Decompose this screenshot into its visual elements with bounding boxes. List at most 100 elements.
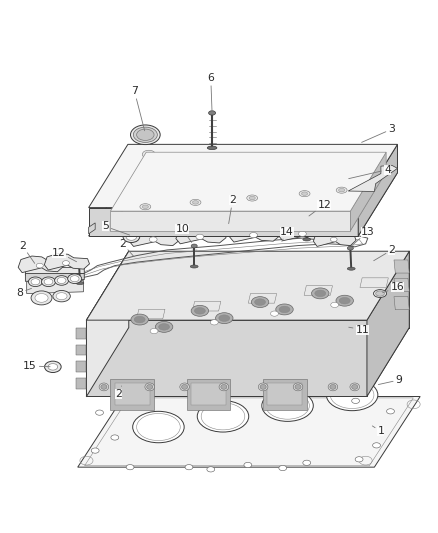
Ellipse shape	[56, 293, 67, 300]
Ellipse shape	[149, 237, 157, 242]
Ellipse shape	[111, 435, 118, 440]
Polygon shape	[86, 251, 128, 397]
Text: 2: 2	[119, 239, 134, 256]
Ellipse shape	[142, 150, 155, 158]
Ellipse shape	[302, 238, 310, 241]
Text: 1: 1	[371, 426, 383, 437]
Ellipse shape	[76, 281, 84, 285]
Ellipse shape	[70, 276, 79, 282]
Ellipse shape	[339, 297, 350, 304]
Polygon shape	[262, 379, 306, 409]
Polygon shape	[248, 294, 276, 303]
Ellipse shape	[335, 295, 353, 306]
Ellipse shape	[190, 265, 198, 268]
Ellipse shape	[351, 398, 359, 403]
Ellipse shape	[279, 306, 289, 313]
Ellipse shape	[123, 231, 139, 243]
Ellipse shape	[346, 267, 354, 270]
Ellipse shape	[195, 234, 203, 239]
Ellipse shape	[31, 291, 52, 305]
Text: 12: 12	[308, 199, 330, 216]
Ellipse shape	[314, 290, 325, 297]
Ellipse shape	[311, 288, 328, 299]
Ellipse shape	[330, 237, 336, 241]
Ellipse shape	[338, 189, 344, 192]
Polygon shape	[350, 152, 385, 231]
Polygon shape	[78, 397, 419, 467]
Ellipse shape	[134, 316, 145, 323]
Ellipse shape	[191, 305, 208, 316]
Ellipse shape	[329, 384, 335, 389]
Ellipse shape	[270, 311, 278, 316]
Polygon shape	[191, 383, 226, 405]
Text: 7: 7	[131, 86, 144, 131]
Ellipse shape	[140, 204, 150, 210]
Ellipse shape	[336, 187, 346, 193]
Ellipse shape	[54, 276, 68, 285]
Ellipse shape	[258, 383, 267, 391]
Text: 4: 4	[348, 165, 390, 179]
Ellipse shape	[131, 314, 148, 325]
Polygon shape	[229, 225, 279, 242]
Ellipse shape	[136, 129, 154, 140]
Polygon shape	[136, 309, 165, 319]
Polygon shape	[110, 172, 385, 231]
Ellipse shape	[329, 382, 373, 408]
Ellipse shape	[206, 467, 214, 472]
Ellipse shape	[215, 313, 233, 324]
Ellipse shape	[207, 146, 216, 150]
Ellipse shape	[62, 261, 69, 265]
Ellipse shape	[265, 392, 309, 419]
Polygon shape	[366, 251, 408, 397]
Polygon shape	[110, 211, 350, 231]
Ellipse shape	[294, 384, 300, 389]
Ellipse shape	[145, 383, 154, 391]
Polygon shape	[88, 173, 396, 236]
Ellipse shape	[302, 460, 310, 465]
Ellipse shape	[190, 199, 201, 205]
Ellipse shape	[219, 315, 229, 321]
Ellipse shape	[259, 384, 265, 389]
Polygon shape	[88, 144, 396, 208]
Polygon shape	[129, 230, 179, 246]
Ellipse shape	[298, 231, 306, 237]
Ellipse shape	[301, 192, 307, 196]
Ellipse shape	[158, 324, 169, 330]
Ellipse shape	[95, 410, 103, 415]
Text: 2: 2	[228, 195, 236, 224]
Text: 12: 12	[52, 247, 76, 262]
Ellipse shape	[53, 290, 70, 302]
Ellipse shape	[293, 383, 302, 391]
Ellipse shape	[210, 320, 218, 325]
Text: 11: 11	[348, 325, 369, 335]
Ellipse shape	[219, 383, 228, 391]
Ellipse shape	[375, 291, 384, 296]
Ellipse shape	[57, 277, 66, 284]
Ellipse shape	[150, 328, 158, 334]
Text: 15: 15	[23, 361, 50, 371]
Ellipse shape	[346, 246, 353, 250]
Ellipse shape	[99, 383, 109, 391]
Ellipse shape	[130, 125, 160, 144]
Ellipse shape	[45, 361, 61, 373]
Ellipse shape	[42, 277, 55, 287]
Ellipse shape	[76, 261, 82, 265]
Ellipse shape	[330, 302, 338, 308]
Text: 14: 14	[279, 227, 293, 241]
Polygon shape	[75, 328, 86, 339]
Ellipse shape	[251, 297, 268, 308]
Ellipse shape	[181, 384, 187, 389]
Polygon shape	[176, 227, 226, 244]
Text: 13: 13	[352, 227, 374, 245]
Ellipse shape	[44, 279, 53, 285]
Polygon shape	[18, 256, 63, 272]
Polygon shape	[357, 144, 396, 236]
Ellipse shape	[249, 232, 257, 238]
Ellipse shape	[36, 263, 43, 268]
Polygon shape	[88, 208, 357, 236]
Ellipse shape	[246, 195, 257, 201]
Ellipse shape	[275, 304, 293, 315]
Text: 6: 6	[207, 73, 214, 110]
Ellipse shape	[155, 321, 173, 333]
Ellipse shape	[191, 244, 197, 248]
